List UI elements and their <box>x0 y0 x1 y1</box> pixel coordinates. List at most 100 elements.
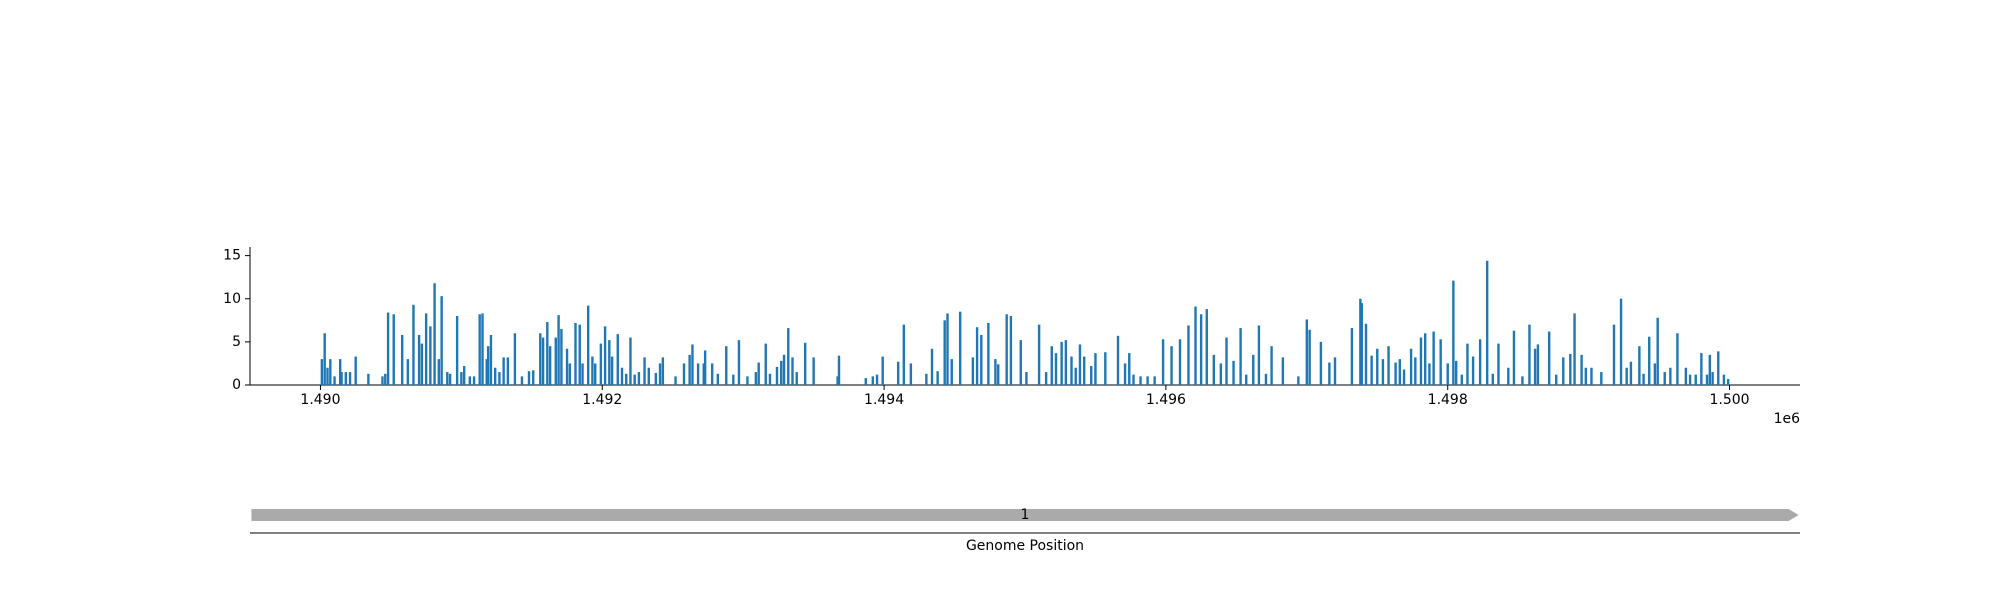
bar <box>1491 373 1495 385</box>
bar <box>716 373 720 385</box>
bar <box>546 322 549 385</box>
bar <box>1432 331 1435 385</box>
bar <box>1521 376 1524 385</box>
bar <box>1600 372 1603 385</box>
bar <box>478 314 481 385</box>
bar <box>486 346 490 385</box>
bar <box>975 327 979 385</box>
bar <box>1555 374 1558 385</box>
y-tick-label: 5 <box>232 334 241 350</box>
x-tick-label: 1.500 <box>1709 392 1749 408</box>
bar <box>871 376 875 385</box>
bar <box>481 313 484 385</box>
bar <box>1694 374 1697 385</box>
bar <box>446 372 449 385</box>
gene-label: 1 <box>1021 507 1030 523</box>
bar <box>902 324 906 385</box>
bar <box>682 363 686 385</box>
bar <box>1562 357 1565 385</box>
bar <box>1573 313 1576 385</box>
bar <box>392 314 395 385</box>
bar <box>658 363 662 385</box>
bar <box>1025 372 1028 385</box>
bar <box>354 356 357 385</box>
bar <box>1398 359 1402 385</box>
bar <box>1054 353 1058 385</box>
bar <box>1297 376 1300 385</box>
bar <box>1533 348 1537 385</box>
bar <box>1485 260 1489 385</box>
bar <box>1364 323 1368 385</box>
y-tick-label: 0 <box>232 377 241 393</box>
bar <box>1708 354 1712 385</box>
bar <box>1328 362 1331 385</box>
bar <box>437 359 441 385</box>
bar <box>943 320 946 385</box>
bar <box>1090 366 1093 385</box>
bar <box>1370 355 1373 385</box>
bar <box>1194 306 1197 385</box>
bar <box>400 334 404 385</box>
bar <box>429 326 432 385</box>
bar <box>1423 333 1427 385</box>
bar <box>1104 352 1107 385</box>
bar <box>1569 353 1572 385</box>
bar <box>1446 363 1449 385</box>
bar <box>1205 309 1208 385</box>
bar <box>616 334 619 385</box>
bar <box>1009 316 1013 385</box>
bar <box>795 372 798 385</box>
bar <box>1580 354 1583 385</box>
bar <box>1711 372 1714 385</box>
bar <box>1688 374 1692 385</box>
bar <box>787 328 790 385</box>
bar <box>875 374 879 385</box>
bar <box>1333 357 1337 385</box>
bar <box>1625 367 1628 385</box>
bar <box>732 374 735 385</box>
bar <box>1239 328 1242 385</box>
bar <box>1257 325 1261 385</box>
bar <box>472 376 476 385</box>
bar <box>1669 367 1672 385</box>
bar <box>625 373 628 385</box>
bar <box>936 371 939 385</box>
bar <box>1187 325 1190 385</box>
bar <box>725 346 728 385</box>
bar <box>925 373 928 385</box>
bar <box>565 348 569 385</box>
bar <box>1497 343 1500 385</box>
bar <box>560 328 563 385</box>
bar <box>1082 356 1086 385</box>
bar <box>338 359 342 385</box>
bar <box>591 356 594 385</box>
bar <box>768 373 772 385</box>
bar <box>1478 339 1482 385</box>
bar <box>688 354 691 385</box>
bar <box>1064 340 1068 385</box>
bar <box>493 367 497 385</box>
bar <box>1387 346 1390 385</box>
y-tick-label: 10 <box>223 291 241 307</box>
bar <box>864 378 867 385</box>
bar <box>1060 341 1063 385</box>
bar <box>1726 378 1730 385</box>
bar <box>1471 356 1475 385</box>
bar <box>1648 336 1651 385</box>
bar <box>412 304 415 385</box>
bar <box>950 359 953 385</box>
bar <box>971 357 975 385</box>
bar <box>329 359 332 385</box>
bar <box>1019 340 1022 385</box>
bar <box>1414 357 1417 385</box>
bar <box>987 322 990 385</box>
bar <box>1319 341 1323 385</box>
bar <box>1722 374 1726 385</box>
bar <box>1536 344 1540 385</box>
bar <box>1225 337 1228 385</box>
bar <box>455 316 459 385</box>
bar <box>485 359 488 385</box>
bar <box>1547 331 1551 385</box>
bar <box>462 366 466 385</box>
bar <box>1270 346 1273 385</box>
